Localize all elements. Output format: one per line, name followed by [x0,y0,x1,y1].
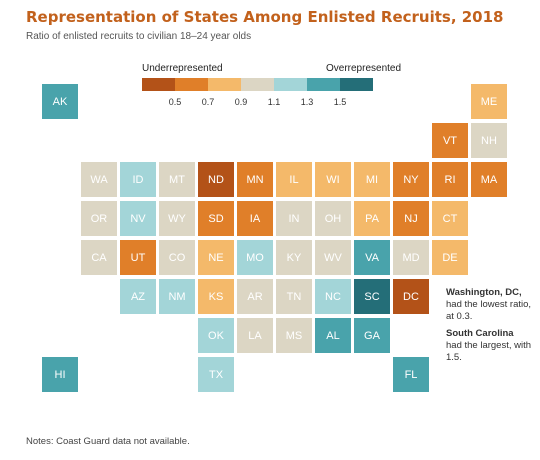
annotation-dc: Washington, DC, had the lowest ratio, at… [446,287,538,323]
state-tile-nh: NH [471,123,507,158]
state-tile-ma: MA [471,162,507,197]
legend-tick-label: 1.5 [333,97,347,107]
state-tile-mt: MT [159,162,195,197]
legend-swatch [307,78,340,91]
state-tile-fl: FL [393,357,429,392]
state-tile-il: IL [276,162,312,197]
state-tile-al: AL [315,318,351,353]
state-tile-mn: MN [237,162,273,197]
state-tile-wa: WA [81,162,117,197]
legend-swatch [241,78,274,91]
state-tile-wi: WI [315,162,351,197]
state-tile-ar: AR [237,279,273,314]
state-tile-id: ID [120,162,156,197]
legend-tick-label: 1.3 [300,97,314,107]
state-tile-oh: OH [315,201,351,236]
state-tile-nv: NV [120,201,156,236]
state-tile-de: DE [432,240,468,275]
state-tile-ga: GA [354,318,390,353]
legend-color-scale [142,78,373,91]
state-tile-hi: HI [42,357,78,392]
legend-swatch [208,78,241,91]
state-tile-ca: CA [81,240,117,275]
state-tile-ne: NE [198,240,234,275]
annotation-sc-text: had the largest, with 1.5. [446,340,532,363]
state-tile-nj: NJ [393,201,429,236]
legend-swatch [175,78,208,91]
legend-swatch [340,78,373,91]
legend-tick-label: 0.7 [201,97,215,107]
state-tile-ms: MS [276,318,312,353]
legend-swatch [274,78,307,91]
state-tile-vt: VT [432,123,468,158]
chart-title: Representation of States Among Enlisted … [26,8,504,26]
state-tile-pa: PA [354,201,390,236]
state-tile-ky: KY [276,240,312,275]
state-tile-va: VA [354,240,390,275]
legend-tick-label: 1.1 [267,97,281,107]
legend-tick-label: 0.9 [234,97,248,107]
state-tile-wy: WY [159,201,195,236]
chart-subtitle: Ratio of enlisted recruits to civilian 1… [26,31,252,42]
state-tile-dc: DC [393,279,429,314]
state-tile-nm: NM [159,279,195,314]
state-tile-mi: MI [354,162,390,197]
annotation-sc: South Carolina had the largest, with 1.5… [446,328,538,364]
legend-under-label: Underrepresented [142,63,223,74]
state-tile-ks: KS [198,279,234,314]
state-tile-ct: CT [432,201,468,236]
state-tile-ak: AK [42,84,78,119]
annotation-sc-title: South Carolina [446,328,514,339]
state-tile-sc: SC [354,279,390,314]
legend-swatch [142,78,175,91]
state-tile-ut: UT [120,240,156,275]
state-tile-tx: TX [198,357,234,392]
state-tile-nd: ND [198,162,234,197]
state-tile-la: LA [237,318,273,353]
state-tile-wv: WV [315,240,351,275]
state-tile-ny: NY [393,162,429,197]
annotation-dc-text: had the lowest ratio, at 0.3. [446,299,532,322]
legend-tick-label: 0.5 [168,97,182,107]
state-tile-nc: NC [315,279,351,314]
state-tile-mo: MO [237,240,273,275]
state-tile-tn: TN [276,279,312,314]
state-tile-sd: SD [198,201,234,236]
state-tile-az: AZ [120,279,156,314]
state-tile-ok: OK [198,318,234,353]
state-tile-or: OR [81,201,117,236]
state-tile-ia: IA [237,201,273,236]
state-tile-me: ME [471,84,507,119]
state-tile-co: CO [159,240,195,275]
legend-over-label: Overrepresented [326,63,402,74]
notes: Notes: Coast Guard data not available. [26,436,190,447]
state-tile-ri: RI [432,162,468,197]
state-tile-in: IN [276,201,312,236]
legend-ticks: 0.5 0.7 0.9 1.1 1.3 1.5 [0,97,540,109]
annotation-dc-title: Washington, DC, [446,287,522,298]
state-tile-md: MD [393,240,429,275]
